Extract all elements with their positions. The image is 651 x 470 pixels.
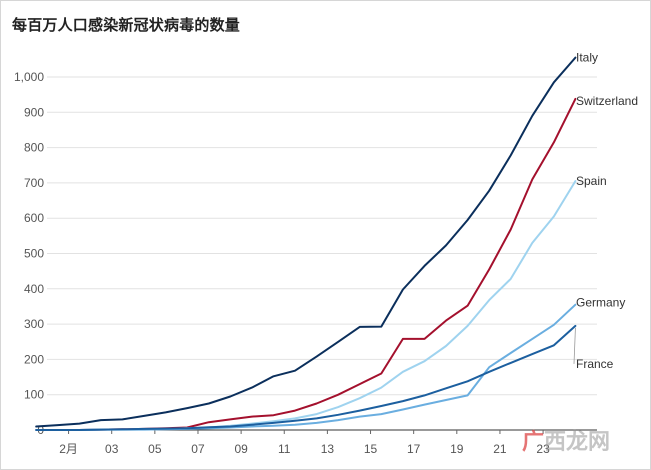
x-tick-label: 19 <box>450 442 464 456</box>
series-label-germany: Germany <box>576 296 625 310</box>
y-tick-label: 300 <box>24 317 44 331</box>
series-label-italy: Italy <box>576 51 598 65</box>
x-tick-label: 21 <box>493 442 507 456</box>
series-labels: Italy Switzerland Spain Germany France <box>573 51 638 371</box>
chart-title: 每百万人口感染新冠状病毒的数量 <box>12 16 241 34</box>
x-axis: 2月 03 05 07 09 11 13 15 17 19 21 23 <box>47 429 597 456</box>
series-label-switzerland: Switzerland <box>576 94 638 108</box>
series-line-germany <box>35 303 577 431</box>
label-leader-france <box>573 327 576 364</box>
x-tick-label: 2月 <box>59 442 78 456</box>
series-label-france: France <box>576 357 614 371</box>
y-tick-label: 900 <box>24 105 44 119</box>
x-tick-label: 03 <box>105 442 119 456</box>
y-tick-label: 700 <box>24 176 44 190</box>
series-line-italy <box>35 56 577 428</box>
y-tick-label: 600 <box>24 211 44 225</box>
series-label-spain: Spain <box>576 174 607 188</box>
y-tick-label: 500 <box>24 247 44 261</box>
x-tick-label: 15 <box>364 442 378 456</box>
watermark-logo: 广西龙网 <box>522 430 611 455</box>
y-tick-label: 100 <box>24 388 44 402</box>
x-tick-label: 23 <box>536 442 550 456</box>
y-tick-label: 1,000 <box>14 70 44 84</box>
series-line-france <box>35 324 577 431</box>
y-tick-label: 400 <box>24 282 44 296</box>
gridlines <box>47 76 597 396</box>
x-tick-label: 09 <box>234 442 248 456</box>
series-line-switzerland <box>35 97 577 431</box>
x-tick-label: 13 <box>321 442 335 456</box>
x-tick-label: 17 <box>407 442 421 456</box>
y-tick-label: 800 <box>24 141 44 155</box>
x-tick-label: 07 <box>191 442 205 456</box>
y-tick-label: 200 <box>24 352 44 366</box>
x-tick-label: 11 <box>278 442 291 456</box>
series-lines <box>35 56 577 431</box>
x-tick-label: 05 <box>148 442 162 456</box>
